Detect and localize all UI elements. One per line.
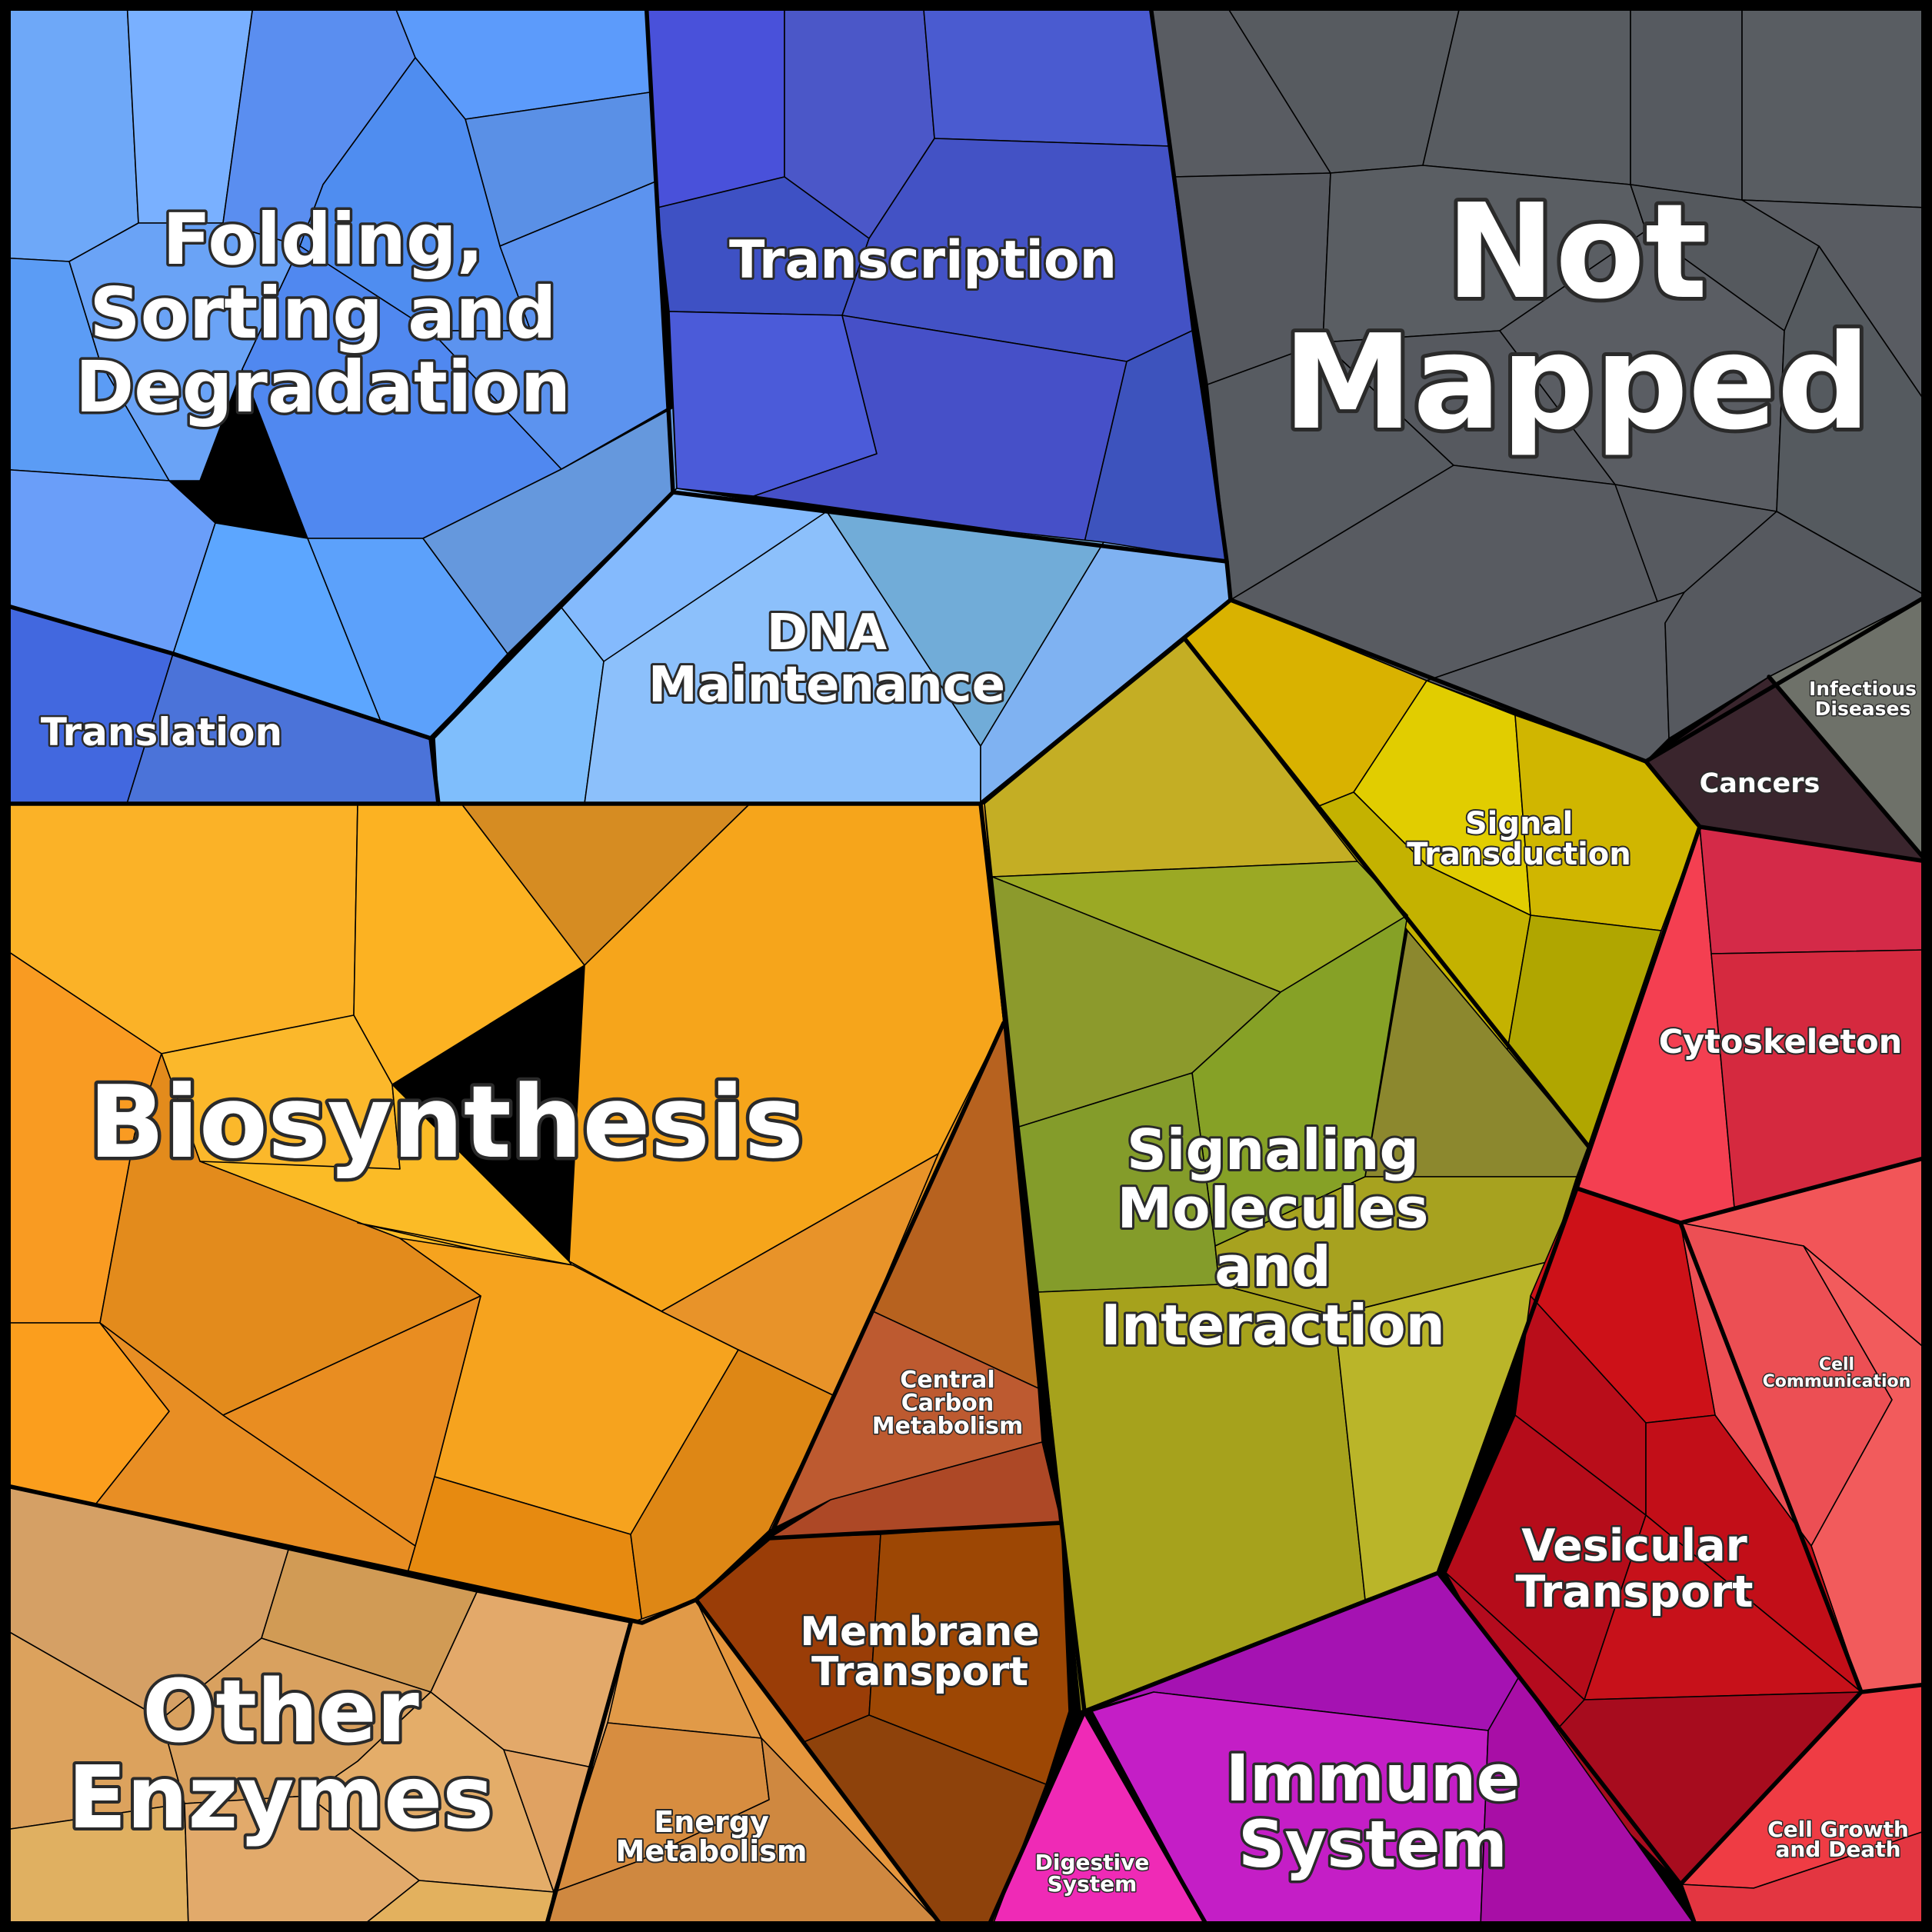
category-label-translation: Translation [41, 710, 282, 754]
category-border [694, 1597, 944, 1929]
treemap-cell-folding [0, 0, 139, 262]
category-border [1082, 1709, 1210, 1929]
category-label-immune: Immune System [1226, 1740, 1521, 1882]
category-label-line: Interaction [1101, 1293, 1445, 1357]
category-label-line: Not [1446, 176, 1707, 328]
category-label-line: Degradation [75, 346, 571, 428]
category-label-folding: Folding, Sorting and Degradation [75, 198, 571, 428]
category-label-cancers: Cancers [1700, 768, 1820, 799]
treemap-cell-transcription [753, 315, 1128, 543]
category-label-line: Signaling [1127, 1118, 1419, 1182]
category-label-signal-transduction: Signal Transduction [1407, 806, 1631, 872]
category-border [428, 0, 675, 806]
category-label-line: Metabolism [872, 1413, 1024, 1440]
category-label-line: Signal [1465, 806, 1573, 841]
category-label-line: Folding, [162, 198, 484, 281]
category-border [1678, 1690, 1864, 1887]
category-label-line: Molecules [1118, 1176, 1429, 1241]
category-label-line: Vesicular [1521, 1521, 1747, 1571]
category-label-biosynthesis: Biosynthesis [88, 1064, 804, 1181]
treemap-cell-signaling-molecules [1364, 930, 1589, 1178]
category-label-line: Maintenance [648, 657, 1005, 714]
category-label-line: and [1214, 1234, 1331, 1299]
category-label-line: Transport [811, 1649, 1028, 1695]
category-label-line: Immune [1226, 1740, 1521, 1816]
category-label-line: Translation [41, 710, 282, 754]
category-label-not-mapped: Not Mapped [1283, 176, 1870, 459]
category-border [1767, 675, 1929, 864]
treemap-cell-transcription [922, 0, 1170, 147]
category-label-line: Cell [1819, 1355, 1854, 1374]
category-border [1082, 824, 1702, 1714]
category-label-cytoskeleton: Cytoskeleton [1659, 1023, 1903, 1061]
category-label-energy: Energy Metabolism [616, 1805, 808, 1868]
category-border [767, 1521, 1064, 1541]
category-label-line: DNA [767, 605, 888, 661]
category-label-line: Enzymes [68, 1748, 494, 1848]
category-label-infectious: Infectious Diseases [1809, 678, 1917, 720]
category-label-transcription: Transcription [729, 230, 1117, 291]
category-label-line: Cytoskeleton [1659, 1023, 1903, 1061]
category-label-line: Cell Growth [1767, 1817, 1909, 1842]
category-border [544, 1621, 633, 1929]
category-label-membrane-transport: Membrane Transport [800, 1609, 1039, 1695]
category-label-line: Transcription [729, 230, 1117, 291]
category-label-line: Communication [1763, 1372, 1911, 1391]
category-label-digestive: Digestive System [1035, 1850, 1150, 1897]
category-label-other-enzymes: Other Enzymes [68, 1662, 494, 1848]
category-label-line: Carbon [901, 1390, 994, 1417]
category-border [978, 636, 1591, 1148]
treemap-cell-not-mapped [1741, 0, 1927, 208]
treemap-cell-folding [307, 538, 508, 739]
category-label-cell-growth: Cell Growth and Death [1767, 1817, 1909, 1862]
category-label-line: Energy [654, 1805, 769, 1839]
treemap-cell-transcription [645, 0, 785, 208]
category-label-cell-communication: Cell Communication [1763, 1355, 1911, 1391]
category-label-line: Central [900, 1367, 994, 1394]
treemap-cell-vesicular-transport [1645, 1414, 1862, 1693]
category-label-line: Sorting and [89, 272, 556, 355]
category-label-line: System [1238, 1807, 1507, 1882]
category-label-vesicular-transport: Vesicular Transport [1515, 1521, 1753, 1617]
category-border [0, 601, 433, 741]
category-label-line: System [1048, 1871, 1138, 1897]
category-label-signaling-molecules: Signaling Molecules and Interaction [1101, 1118, 1445, 1357]
category-label-line: and Death [1775, 1837, 1900, 1862]
treemap-cell-not-mapped [1630, 0, 1743, 201]
category-label-line: Biosynthesis [88, 1064, 804, 1181]
category-label-line: Transduction [1407, 837, 1631, 872]
category-label-dna-maintenance: DNA Maintenance [648, 605, 1005, 714]
category-label-line: Diseases [1815, 698, 1911, 720]
category-label-line: Transport [1515, 1567, 1753, 1617]
category-border [1148, 0, 1229, 564]
category-label-central-carbon: Central Carbon Metabolism [872, 1367, 1024, 1440]
category-border [978, 801, 1087, 1929]
category-labels: Folding, Sorting and Degradation Translatio… [38, 172, 1917, 1897]
category-label-line: Infectious [1809, 678, 1917, 700]
category-label-line: Metabolism [616, 1834, 808, 1868]
category-label-line: Cancers [1700, 768, 1820, 799]
category-label-line: Other [142, 1662, 419, 1762]
category-label-line: Membrane [800, 1609, 1039, 1655]
category-label-line: Digestive [1035, 1850, 1150, 1875]
category-label-line: Mapped [1283, 307, 1870, 459]
